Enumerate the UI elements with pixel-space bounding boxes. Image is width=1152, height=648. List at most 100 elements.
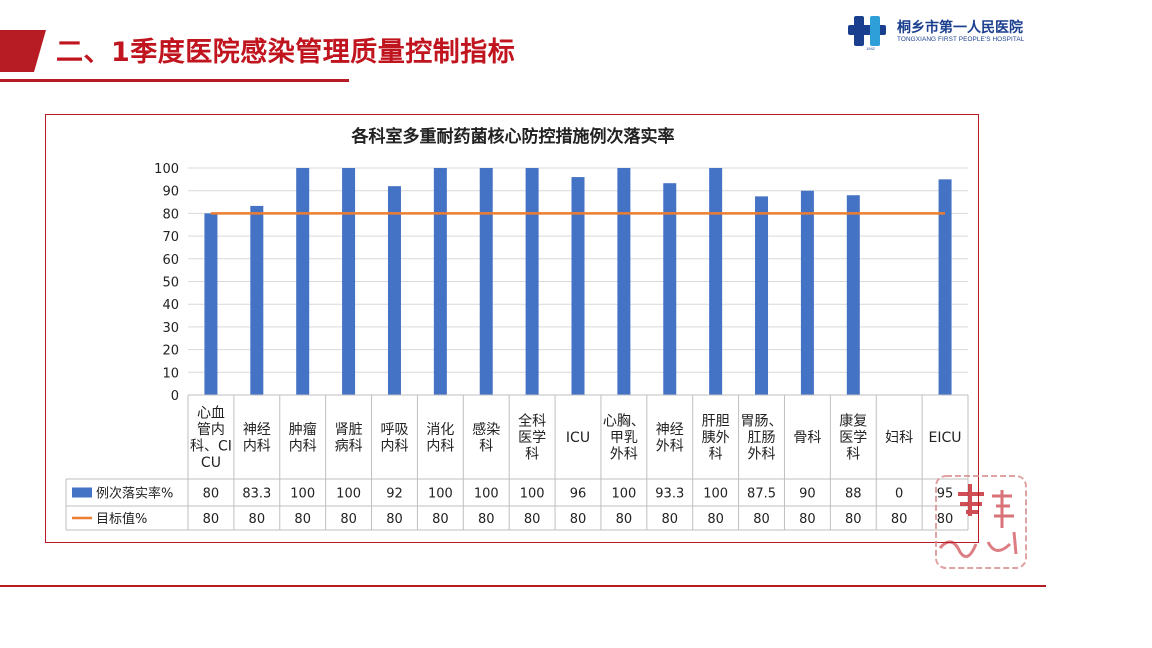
category-label: 心血 bbox=[197, 405, 225, 421]
bar bbox=[663, 183, 677, 395]
table-value: 100 bbox=[520, 487, 545, 502]
category-label: 内科 bbox=[243, 438, 271, 454]
data-table: 心血管内科、CICU神经内科肿瘤内科肾脏病科呼吸内科消化内科感染科全科医学科IC… bbox=[65, 394, 969, 531]
chart-title: 各科室多重耐药菌核心防控措施例次落实率 bbox=[351, 126, 675, 147]
category-label: ICU bbox=[566, 430, 590, 446]
category-label: 肾脏 bbox=[335, 422, 363, 438]
bar bbox=[204, 213, 218, 395]
bar bbox=[617, 168, 631, 395]
category-label: 科 bbox=[846, 447, 860, 463]
bar bbox=[479, 168, 493, 395]
table-value: 80 bbox=[524, 512, 541, 527]
category-label: 科 bbox=[709, 447, 723, 463]
table-value: 80 bbox=[340, 512, 357, 527]
category-label: 心胸、 bbox=[603, 414, 645, 430]
bar bbox=[800, 190, 814, 395]
category-label: 科 bbox=[525, 447, 539, 463]
title-underline bbox=[0, 79, 349, 82]
category-label: 内科 bbox=[380, 438, 408, 454]
bar bbox=[938, 179, 952, 395]
y-tick-label: 50 bbox=[162, 276, 179, 291]
table-value: 80 bbox=[203, 487, 220, 502]
bar bbox=[296, 168, 310, 395]
category-label: 感染 bbox=[472, 421, 500, 438]
y-tick-label: 10 bbox=[162, 366, 179, 381]
table-value: 93.3 bbox=[655, 487, 684, 502]
table-value: 100 bbox=[703, 487, 728, 502]
category-label: 肝胆 bbox=[702, 414, 730, 430]
category-label: 胰外 bbox=[702, 430, 730, 446]
category-label: 病科 bbox=[335, 438, 363, 454]
category-label: 妇科 bbox=[885, 429, 913, 446]
y-tick-label: 0 bbox=[171, 389, 179, 404]
table-value: 80 bbox=[937, 512, 954, 527]
category-label: 全科 bbox=[518, 413, 546, 430]
hospital-logo-icon: 1942 bbox=[848, 16, 886, 51]
hospital-name-en: TONGXIANG FIRST PEOPLE'S HOSPITAL bbox=[897, 36, 1025, 43]
table-value: 80 bbox=[753, 512, 770, 527]
bar bbox=[846, 195, 860, 395]
category-label: 外科 bbox=[748, 447, 776, 463]
category-label: 外科 bbox=[656, 438, 684, 454]
table-value: 80 bbox=[203, 512, 220, 527]
category-label: 甲乳 bbox=[610, 430, 638, 446]
category-label: 胃肠、 bbox=[741, 414, 783, 430]
y-tick-label: 90 bbox=[162, 185, 179, 200]
hospital-name-cn: 桐乡市第一人民医院 bbox=[897, 20, 1023, 36]
bar bbox=[709, 168, 723, 395]
table-value: 80 bbox=[616, 512, 633, 527]
table-value: 100 bbox=[290, 487, 315, 502]
table-value: 100 bbox=[428, 487, 453, 502]
category-label: 骨科 bbox=[793, 430, 821, 446]
y-tick-label: 40 bbox=[162, 298, 179, 313]
table-value: 80 bbox=[432, 512, 449, 527]
logo-year: 1942 bbox=[866, 46, 876, 51]
table-value: 80 bbox=[249, 512, 266, 527]
table-value: 80 bbox=[707, 512, 724, 527]
category-label: 内科 bbox=[289, 438, 317, 454]
y-tick-label: 20 bbox=[162, 344, 179, 359]
table-value: 87.5 bbox=[747, 487, 776, 502]
y-axis: 0 10 20 30 40 50 60 70 80 90 100 bbox=[154, 162, 179, 404]
category-label: 科 bbox=[479, 438, 493, 454]
category-label: 消化 bbox=[426, 422, 454, 438]
category-label: 康复 bbox=[839, 413, 867, 430]
category-label: 肛肠 bbox=[748, 430, 776, 446]
category-label: 内科 bbox=[426, 438, 454, 454]
table-value: 80 bbox=[799, 512, 816, 527]
table-value: 80 bbox=[294, 512, 311, 527]
y-tick-label: 80 bbox=[162, 207, 179, 222]
table-value: 88 bbox=[845, 487, 862, 502]
bar-series bbox=[204, 168, 952, 395]
y-tick-label: 60 bbox=[162, 253, 179, 268]
bar bbox=[250, 205, 264, 395]
legend-label: 例次落实率% bbox=[96, 486, 173, 502]
category-label: 科、CI bbox=[190, 438, 232, 454]
category-label: 外科 bbox=[610, 447, 638, 463]
y-tick-label: 100 bbox=[154, 162, 179, 177]
category-label: 神经 bbox=[243, 422, 271, 438]
table-value: 80 bbox=[891, 512, 908, 527]
category-label: 肿瘤 bbox=[289, 421, 317, 438]
category-label: CU bbox=[201, 455, 221, 471]
table-value: 100 bbox=[611, 487, 636, 502]
category-label: EICU bbox=[929, 430, 962, 446]
seal-stamp-icon bbox=[935, 475, 1027, 569]
bar bbox=[525, 168, 539, 395]
slide-title: 二、1季度医院感染管理质量控制指标 bbox=[56, 37, 516, 68]
table-value: 80 bbox=[845, 512, 862, 527]
table-value: 96 bbox=[570, 487, 587, 502]
table-value: 83.3 bbox=[242, 487, 271, 502]
bar bbox=[755, 196, 769, 395]
bar bbox=[571, 177, 585, 395]
category-label: 医学 bbox=[518, 430, 546, 446]
legend-label: 目标值% bbox=[96, 511, 147, 527]
table-value: 80 bbox=[386, 512, 403, 527]
category-label: 呼吸 bbox=[380, 422, 408, 438]
bar bbox=[342, 168, 356, 395]
table-value: 100 bbox=[336, 487, 361, 502]
category-label: 管内 bbox=[197, 422, 225, 438]
bar bbox=[433, 168, 447, 395]
table-value: 0 bbox=[895, 487, 903, 502]
title-accent-bar bbox=[0, 30, 46, 72]
